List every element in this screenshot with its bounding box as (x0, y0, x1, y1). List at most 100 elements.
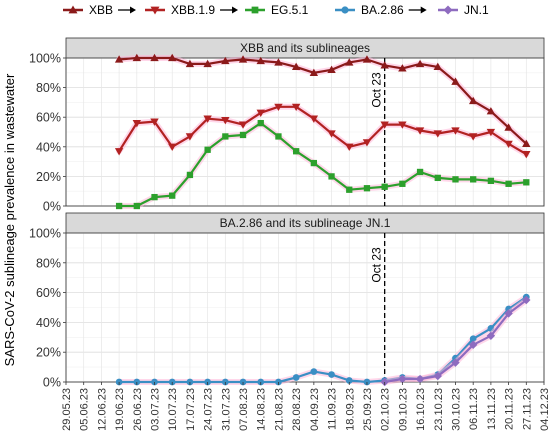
data-point-jn-1-23.10.23 (433, 371, 442, 381)
data-point-xbb-19.06.23 (114, 55, 124, 63)
data-point-xbb-1-9-25.09.23 (362, 139, 372, 147)
marker-square (251, 6, 259, 14)
data-point-jn-1-27.11.23 (522, 295, 531, 305)
x-tick-label: 13.11.23 (486, 388, 498, 430)
series-xbb (114, 53, 531, 147)
y-tick-label: 20% (36, 170, 61, 184)
data-point-jn-1-06.11.23 (468, 340, 478, 349)
series-xbb-1-9 (114, 103, 531, 159)
x-tick-label: 20.11.23 (504, 388, 516, 430)
data-point-xbb-1-9-10.07.23 (168, 143, 177, 151)
data-point-xbb-1-9-19.06.23 (114, 148, 124, 156)
data-point-xbb-03.07.23 (150, 53, 159, 62)
x-tick-label: 04.09.23 (309, 388, 321, 431)
data-point-xbb-1-9-11.09.23 (327, 130, 336, 138)
data-point-eg-5-1-23.10.23 (434, 174, 441, 182)
series-jn-1 (380, 295, 531, 387)
x-tick-label: 25.09.23 (362, 388, 374, 431)
data-point-xbb-1-9-18.09.23 (345, 143, 354, 151)
data-point-xbb-09.10.23 (398, 64, 407, 72)
data-point-eg-5-1-03.07.23 (151, 193, 158, 201)
panel-frame (65, 232, 545, 383)
x-tick-label: 31.07.23 (220, 388, 232, 431)
data-point-eg-5-1-10.07.23 (169, 192, 176, 199)
series-eg-5-1 (115, 119, 530, 210)
data-point-xbb-24.07.23 (203, 59, 212, 68)
data-point-eg-5-1-06.11.23 (470, 176, 477, 183)
x-tick-label: 06.11.23 (468, 388, 480, 430)
data-point-xbb-06.11.23 (468, 96, 478, 105)
data-point-jn-1-13.11.23 (486, 331, 496, 341)
x-tick-label: 09.10.23 (397, 388, 409, 431)
data-point-ba-2-86-04.09.23 (310, 368, 318, 375)
legend-label: EG.5.1 (271, 3, 309, 17)
x-tick-label: 14.08.23 (256, 388, 268, 431)
x-tick-label: 27.11.23 (521, 388, 533, 430)
data-point-eg-5-1-31.07.23 (222, 133, 229, 140)
marker-circle (341, 6, 349, 14)
x-tick-label: 02.10.23 (380, 388, 392, 431)
data-point-eg-5-1-28.08.23 (292, 148, 300, 155)
data-point-eg-5-1-21.08.23 (275, 133, 282, 140)
legend-label: JN.1 (464, 3, 489, 17)
data-point-xbb-28.08.23 (291, 62, 301, 71)
data-point-xbb-1-9-23.10.23 (433, 130, 442, 138)
legend-arrow-head (232, 6, 239, 14)
data-point-xbb-1-9-16.10.23 (415, 127, 425, 135)
data-point-eg-5-1-18.09.23 (346, 186, 353, 193)
y-tick-label: 80% (36, 81, 61, 95)
data-point-eg-5-1-02.10.23 (381, 183, 388, 190)
legend-label: XBB (89, 3, 113, 17)
data-point-xbb-04.09.23 (309, 68, 319, 76)
panel-frame (65, 57, 545, 207)
data-point-eg-5-1-26.06.23 (133, 202, 140, 210)
data-point-eg-5-1-04.09.23 (310, 159, 318, 167)
legend-label: XBB.1.9 (171, 3, 215, 17)
data-point-xbb-1-9-17.07.23 (185, 133, 195, 141)
data-point-xbb-1-9-28.08.23 (291, 103, 301, 112)
series-line-xbb-1-9 (118, 105, 527, 156)
y-tick-label: 0% (43, 200, 61, 214)
data-point-eg-5-1-16.10.23 (416, 168, 424, 176)
x-tick-label: 16.10.23 (415, 388, 427, 431)
data-point-ba-2-86-06.11.23 (469, 335, 477, 343)
legend-item-xbb: XBB (63, 3, 137, 17)
marker-diamond (443, 5, 453, 15)
data-point-xbb-1-9-03.07.23 (150, 118, 159, 126)
data-point-jn-1-20.11.23 (504, 309, 513, 318)
y-tick-label: 100% (29, 227, 61, 241)
data-point-xbb-1-9-07.08.23 (238, 121, 248, 129)
x-tick-label: 19.06.23 (114, 388, 126, 431)
data-point-xbb-14.08.23 (256, 56, 265, 65)
data-point-xbb-17.07.23 (185, 59, 195, 68)
data-point-ba-2-86-18.09.23 (345, 377, 353, 384)
legend-item-jn-1: JN.1 (438, 3, 489, 17)
y-tick-label: 40% (36, 316, 61, 330)
data-point-eg-5-1-17.07.23 (186, 171, 194, 179)
x-tick-label: 07.08.23 (238, 388, 250, 431)
data-point-eg-5-1-19.06.23 (115, 202, 123, 210)
data-point-xbb-30.10.23 (451, 77, 460, 85)
data-point-eg-5-1-30.10.23 (452, 176, 459, 183)
y-tick-label: 40% (36, 140, 61, 154)
y-tick-label: 80% (36, 256, 61, 270)
y-tick-label: 100% (29, 52, 61, 66)
data-point-jn-1-16.10.23 (415, 374, 425, 384)
data-point-xbb-1-9-04.09.23 (309, 115, 319, 123)
panel-title: BA.2.86 and its sublineage JN.1 (220, 216, 391, 230)
data-point-xbb-26.06.23 (132, 53, 142, 62)
data-point-eg-5-1-13.11.23 (487, 177, 495, 184)
panel-title: XBB and its sublineages (240, 41, 370, 55)
x-tick-label: 10.07.23 (167, 388, 179, 431)
x-tick-label: 30.10.23 (450, 388, 462, 431)
y-tick-label: 60% (36, 286, 61, 300)
data-point-xbb-1-9-26.06.23 (132, 119, 142, 128)
data-point-eg-5-1-09.10.23 (399, 180, 406, 187)
x-tick-label: 12.06.23 (96, 388, 108, 431)
data-point-eg-5-1-14.08.23 (257, 119, 264, 127)
data-point-xbb-1-9-09.10.23 (398, 121, 407, 129)
data-point-xbb-1-9-13.11.23 (486, 128, 496, 137)
data-point-xbb-31.07.23 (221, 56, 230, 65)
data-point-xbb-02.10.23 (380, 61, 389, 69)
